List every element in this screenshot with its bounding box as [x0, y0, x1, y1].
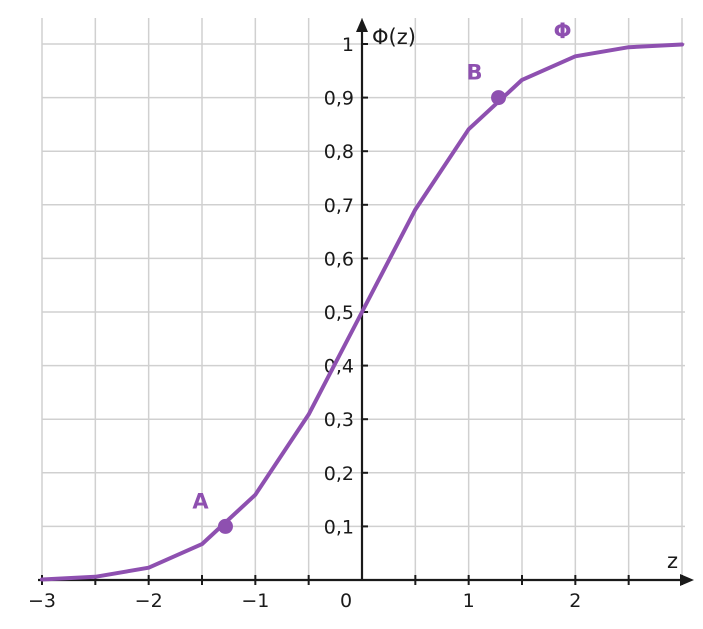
x-tick-label: 0	[340, 590, 352, 612]
y-tick-label: 1	[342, 34, 354, 56]
x-tick-label: 2	[569, 590, 581, 612]
y-tick-label: 0,2	[324, 463, 354, 485]
point-a	[217, 518, 233, 534]
x-tick-label: −1	[241, 590, 269, 612]
grid	[41, 18, 685, 580]
y-axis-label: Φ(z)	[372, 25, 416, 49]
y-tick-label: 0,9	[324, 88, 354, 110]
point-label-b: B	[467, 61, 483, 85]
x-axis-arrow-icon	[680, 574, 694, 586]
x-tick-label: −3	[28, 590, 56, 612]
x-tick-label: −2	[135, 590, 163, 612]
series-label-phi: Φ	[554, 19, 572, 43]
x-axis-label: z	[667, 549, 678, 573]
series-line-phi	[40, 42, 684, 582]
y-tick-label: 0,5	[324, 302, 354, 324]
y-tick-label: 0,1	[324, 516, 354, 538]
y-tick-label: 0,7	[324, 195, 354, 217]
tick-labels: −3 −2 −1 0 1 20,10,20,30,40,50,60,70,80,91	[28, 34, 581, 612]
point-b	[491, 90, 507, 106]
y-tick-label: 0,3	[324, 409, 354, 431]
y-axis-arrow-icon	[356, 18, 368, 32]
ticks	[41, 43, 683, 585]
x-tick-label: 1	[463, 590, 475, 612]
y-tick-label: 0,6	[324, 248, 354, 270]
y-tick-label: 0,8	[324, 141, 354, 163]
point-label-a: A	[192, 489, 209, 513]
marked-points: AB	[192, 61, 507, 534]
